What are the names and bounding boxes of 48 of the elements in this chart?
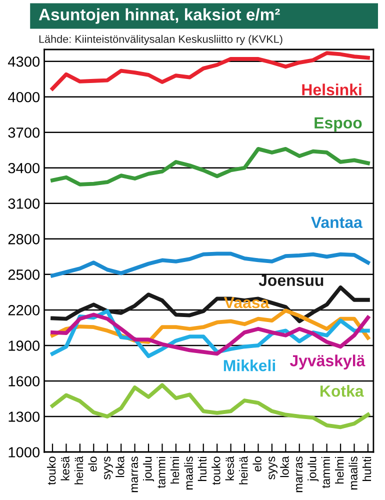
series-label: Vantaa [311,216,363,228]
y-tick-label: 4000 [8,92,40,102]
x-tick-label: helmi [170,456,180,484]
y-tick-label: 3700 [8,127,40,138]
x-tick-label: joulu [308,456,319,482]
chart-subtitle: Lähde: Kiinteistönvälitysalan Keskusliitto ry (KVKL) [39,34,282,46]
x-tick-label: tammi [156,456,166,488]
x-tick-label: heinä [74,456,84,484]
x-tick-label: maalis [184,456,193,490]
x-tick-label: kesä [60,456,70,480]
x-tick-label: touko [47,456,56,485]
y-tick-label: 1900 [8,340,40,351]
x-tick-label: syys [104,456,113,480]
series-label: Jyväskylä [290,354,366,370]
x-tick-label: touko [212,456,220,485]
series-label: Joensuu [258,274,324,286]
y-tick-label: 4300 [8,56,40,67]
x-tick-label: syys [268,456,278,480]
x-tick-label: marras [132,456,138,492]
x-tick-label: kesä [225,456,234,480]
chart-title: Asuntojen hinnat, kaksiot e/m² [38,8,280,24]
line-series [50,146,370,186]
y-tick-label: 1300 [8,412,40,422]
y-tick-label: 2200 [8,305,40,316]
x-tick-label: elo [252,456,262,472]
x-tick-label: loka [280,456,289,478]
x-tick-label: huhti [198,456,207,481]
y-tick-label: 1000 [8,447,40,458]
series-label: Kotka [320,385,364,397]
line-series [50,383,370,430]
y-tick-label: 3100 [8,198,40,209]
series-label: Espoo [314,117,362,132]
line-series [50,286,370,324]
x-tick-label: elo [88,456,97,472]
y-tick-label: 3400 [8,162,40,174]
x-tick-label: loka [116,456,124,478]
x-tick-label: huhti [362,456,372,481]
x-tick-label: maalis [348,456,358,490]
x-tick-label: joulu [143,456,154,482]
series-label: Helsinki [302,84,362,96]
series-label: Mikkeli [224,360,275,372]
y-tick-label: 2500 [8,270,40,280]
x-tick-label: tammi [321,456,330,488]
x-tick-label: helmi [335,456,344,484]
y-tick-label: 2800 [8,234,40,244]
x-tick-label: marras [296,456,303,492]
x-tick-label: heinä [239,456,248,484]
y-tick-label: 1600 [8,376,40,386]
